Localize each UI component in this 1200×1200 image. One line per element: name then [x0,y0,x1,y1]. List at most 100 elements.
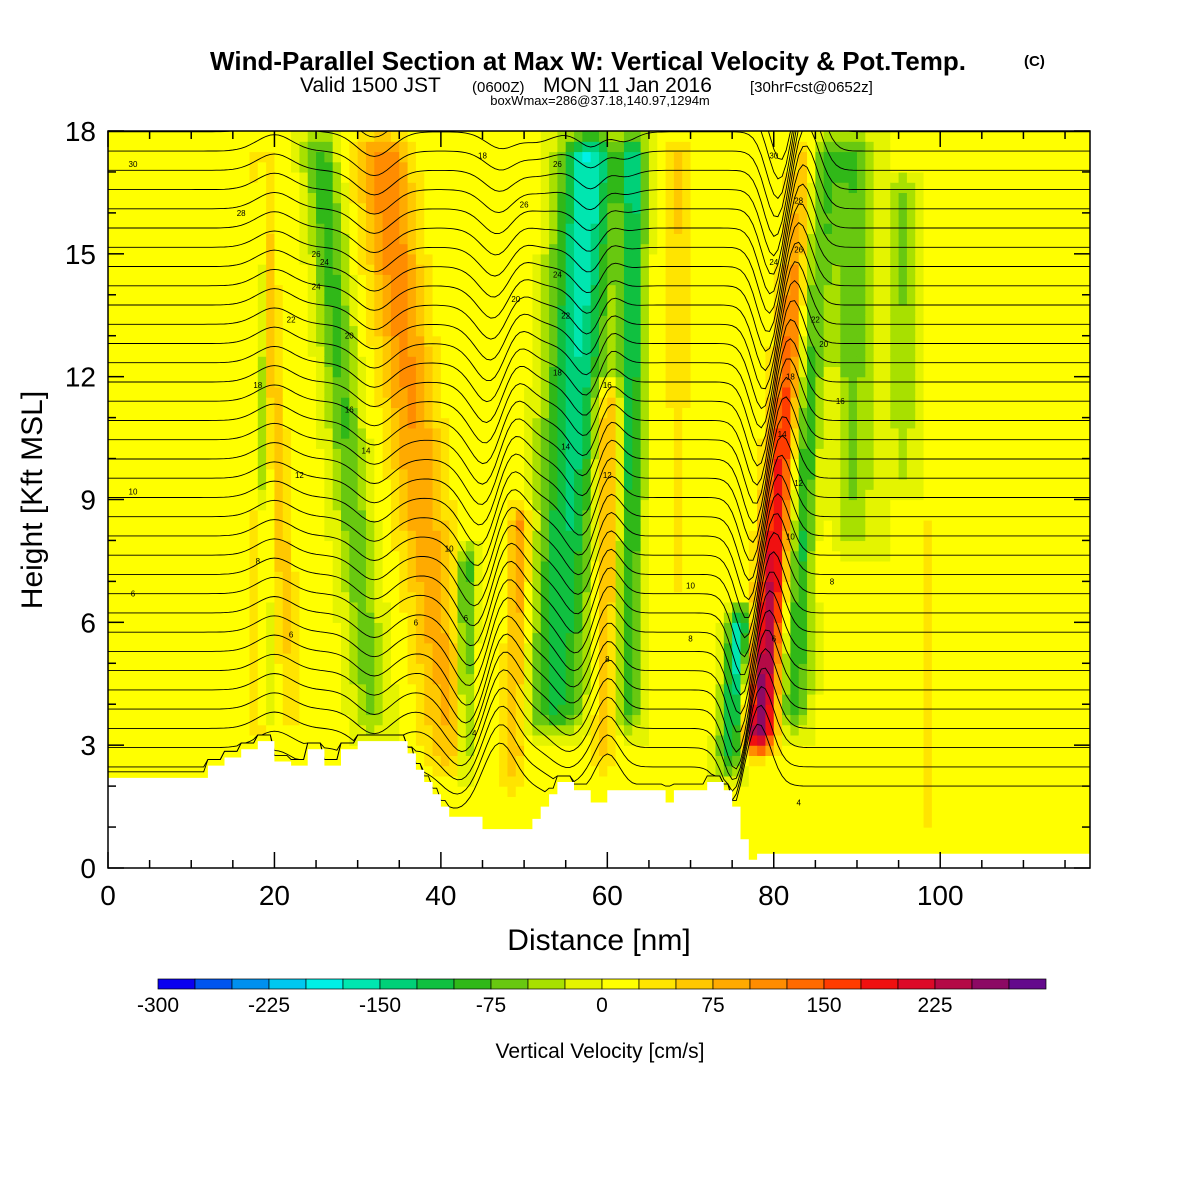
velocity-cell [357,724,367,736]
velocity-cell [582,386,592,398]
velocity-cell [407,591,417,603]
velocity-cell [207,366,217,378]
velocity-cell [515,550,525,562]
velocity-cell [549,765,558,777]
velocity-cell [257,356,267,368]
velocity-cell [449,765,459,777]
velocity-cell [166,192,176,204]
velocity-cell [224,509,234,521]
velocity-cell [274,530,284,542]
velocity-cell [499,131,509,142]
velocity-cell [557,397,567,408]
velocity-cell [532,192,542,204]
velocity-cell [207,714,217,726]
velocity-cell [174,397,184,408]
velocity-cell [623,693,633,705]
velocity-cell [365,632,375,644]
velocity-cell [607,673,617,685]
velocity-cell [574,622,583,634]
velocity-cell [249,724,259,736]
velocity-cell [316,315,325,327]
velocity-cell [632,274,642,286]
velocity-cell [399,663,409,675]
velocity-cell [673,601,683,613]
velocity-cell [565,489,575,501]
velocity-cell [482,212,492,224]
velocity-cell [623,131,633,142]
velocity-cell [632,427,642,439]
velocity-cell [607,663,617,675]
velocity-cell [557,714,567,726]
velocity-cell [291,581,300,593]
velocity-cell [116,397,126,408]
velocity-cell [657,284,667,296]
velocity-cell [465,550,475,562]
velocity-cell [449,202,459,214]
velocity-cell [640,489,650,501]
velocity-cell [249,356,259,368]
velocity-cell [382,284,392,296]
velocity-cell [565,704,575,716]
velocity-cell [557,540,567,552]
velocity-cell [632,683,642,695]
velocity-cell [490,335,500,347]
velocity-cell [191,693,201,705]
velocity-cell [124,253,134,265]
velocity-cell [449,571,459,582]
velocity-cell [640,765,650,777]
velocity-cell [199,335,209,347]
velocity-cell [465,448,475,460]
velocity-cell [291,530,300,542]
velocity-cell [507,274,517,286]
velocity-cell [274,734,284,746]
velocity-cell [474,724,484,736]
velocity-cell [673,458,683,470]
velocity-cell [515,509,525,521]
velocity-cell [457,417,467,429]
velocity-cell [116,499,126,511]
velocity-cell [507,325,517,337]
velocity-cell [232,397,242,408]
velocity-cell [524,775,534,787]
velocity-cell [108,171,117,183]
velocity-cell [374,560,384,572]
velocity-cell [266,642,276,654]
velocity-cell [399,560,409,572]
velocity-cell [307,335,317,347]
velocity-cell [291,745,300,757]
velocity-cell [390,315,400,327]
velocity-cell [440,366,450,378]
velocity-cell [424,171,434,183]
velocity-cell [282,356,292,368]
velocity-cell [291,151,300,163]
velocity-cell [440,202,450,214]
velocity-cell [257,305,267,316]
velocity-cell [432,366,442,378]
velocity-cell [549,427,558,439]
velocity-cell [141,479,151,490]
velocity-cell [515,294,525,306]
velocity-cell [166,171,176,183]
velocity-cell [615,755,625,767]
velocity-cell [249,448,259,460]
velocity-cell [673,366,683,378]
velocity-cell [299,182,309,194]
velocity-cell [365,345,375,357]
velocity-cell [316,161,325,173]
velocity-cell [324,427,334,439]
velocity-cell [599,356,608,368]
velocity-cell [607,284,617,296]
velocity-cell [557,632,567,644]
velocity-cell [166,335,176,347]
velocity-cell [199,427,209,439]
velocity-cell [149,612,159,623]
velocity-cell [191,284,201,296]
velocity-cell [108,448,117,460]
velocity-cell [665,345,675,357]
velocity-cell [116,734,126,746]
velocity-cell [207,519,217,531]
velocity-cell [474,284,484,296]
velocity-cell [174,479,184,490]
velocity-cell [132,519,142,531]
velocity-cell [590,366,600,378]
